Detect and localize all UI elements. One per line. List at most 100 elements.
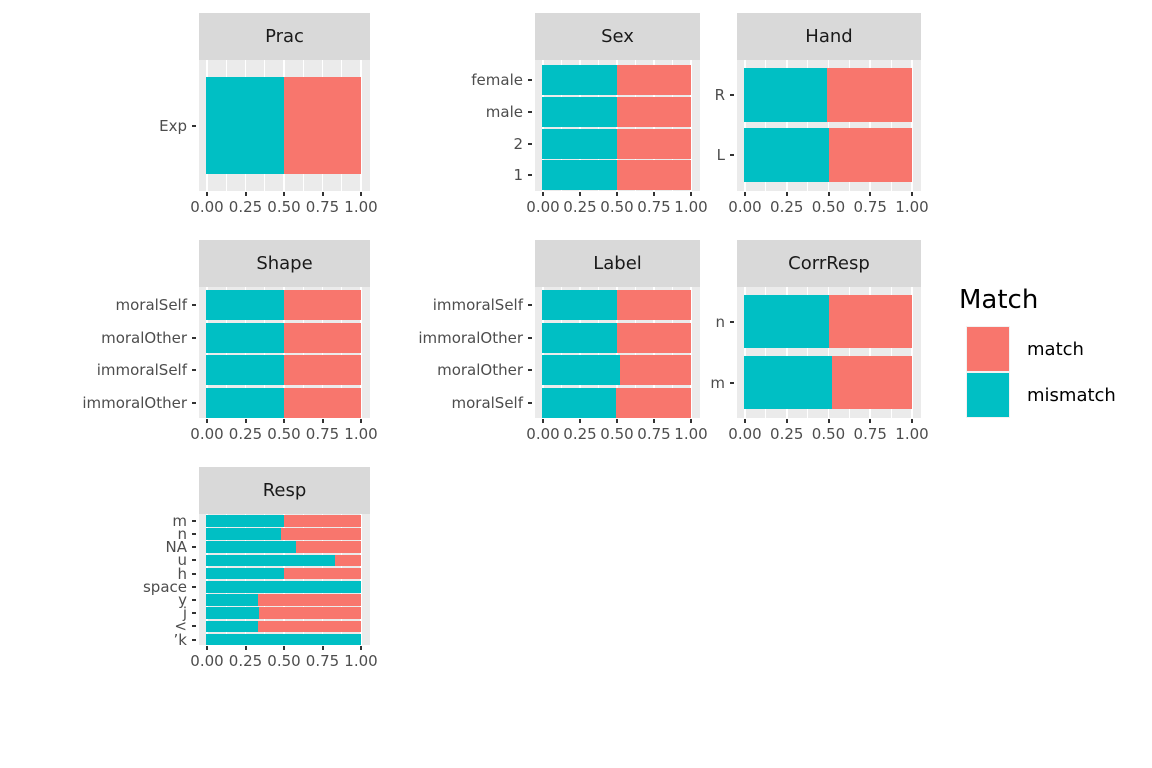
bar-segment-mismatch	[206, 322, 284, 353]
x-tick-mark	[616, 419, 618, 423]
x-tick-label: 0.25	[770, 198, 804, 216]
bar-segment-mismatch	[206, 77, 284, 174]
facet-panel	[737, 287, 921, 418]
x-tick-mark	[827, 419, 830, 423]
y-tick-label: h	[177, 564, 187, 583]
x-tick-mark	[869, 192, 872, 196]
x-tick-label: 0.00	[190, 198, 224, 216]
x-tick-label: 1.00	[674, 425, 708, 443]
minor-gridline	[765, 60, 767, 191]
y-tick-mark	[528, 174, 532, 177]
bar-segment-mismatch	[542, 387, 616, 418]
x-tick-mark	[690, 192, 692, 196]
y-tick-label: 1	[513, 166, 523, 185]
x-tick-mark	[283, 192, 285, 196]
major-gridline	[283, 287, 285, 418]
x-tick-mark	[321, 192, 324, 196]
bar-segment-mismatch	[206, 633, 361, 645]
y-tick-mark	[730, 381, 734, 384]
y-tick-mark	[192, 519, 196, 522]
bar-segment-mismatch	[206, 387, 284, 418]
major-gridline	[616, 287, 618, 418]
bar-segment-mismatch	[206, 567, 284, 580]
minor-gridline	[264, 287, 266, 418]
y-tick-mark	[730, 94, 734, 96]
major-gridline	[827, 60, 830, 191]
y-tick-label: ’k	[173, 630, 187, 649]
minor-gridline	[561, 287, 562, 418]
major-gridline	[360, 287, 362, 418]
bar-segment-match	[284, 387, 361, 418]
bar-segment-mismatch	[206, 607, 260, 619]
y-tick-label: n	[715, 312, 725, 331]
x-tick-label: 1.00	[674, 198, 708, 216]
x-tick-mark	[244, 419, 247, 423]
x-tick-label: 1.00	[344, 198, 378, 216]
major-gridline	[579, 287, 581, 418]
y-tick-mark	[192, 304, 196, 306]
x-tick-mark	[360, 419, 362, 423]
major-gridline	[321, 514, 324, 645]
y-tick-label: male	[485, 102, 523, 121]
bar-segment-mismatch	[206, 620, 258, 633]
x-tick-mark	[244, 646, 247, 650]
x-tick-mark	[869, 419, 872, 423]
x-tick-label: 0.75	[305, 652, 340, 670]
y-tick-label: Exp	[159, 116, 187, 135]
x-tick-mark	[360, 646, 362, 650]
bar-segment-match	[280, 528, 361, 540]
bar-segment-match	[257, 620, 361, 633]
major-gridline	[690, 287, 692, 418]
bar-segment-mismatch	[542, 322, 617, 353]
legend-swatch-match	[966, 326, 1010, 372]
x-tick-mark	[283, 419, 285, 423]
facet-strip: Shape	[199, 240, 370, 287]
y-tick-label: m	[172, 511, 187, 530]
minor-gridline	[302, 287, 304, 418]
bar-segment-match	[284, 322, 361, 353]
y-tick-label: immoralOther	[418, 328, 523, 347]
x-tick-label: 0.00	[190, 652, 224, 670]
major-gridline	[911, 287, 913, 418]
bar-segment-mismatch	[542, 65, 617, 95]
x-tick-mark	[244, 192, 247, 196]
x-tick-mark	[653, 192, 655, 196]
facet-strip: Sex	[535, 13, 700, 60]
minor-gridline	[848, 287, 850, 418]
y-tick-label: moralOther	[437, 361, 523, 379]
major-gridline	[827, 287, 830, 418]
minor-gridline	[848, 60, 850, 191]
bar-segment-mismatch	[542, 290, 617, 320]
x-tick-label: 1.00	[344, 652, 378, 670]
legend-key-mismatch: mismatch	[966, 372, 1116, 418]
x-tick-label: 0.00	[728, 425, 762, 443]
bar-segment-match	[334, 554, 361, 567]
bar-segment-mismatch	[206, 290, 284, 320]
x-tick-mark	[283, 646, 285, 650]
x-tick-label: 0.00	[728, 198, 762, 216]
bar-segment-match	[617, 322, 691, 353]
y-tick-mark	[192, 124, 196, 127]
y-tick-mark	[192, 572, 196, 575]
legend-keys: match mismatch	[966, 326, 1116, 418]
y-tick-label: <	[174, 617, 187, 636]
y-tick-mark	[192, 612, 196, 615]
y-tick-mark	[192, 599, 196, 601]
x-tick-label: 0.50	[811, 425, 846, 443]
y-tick-label: immoralSelf	[96, 361, 187, 379]
facet-panel	[199, 514, 370, 645]
y-tick-mark	[730, 154, 734, 156]
y-tick-mark	[528, 336, 532, 339]
y-tick-label: m	[710, 373, 725, 392]
bar-segment-mismatch	[206, 594, 258, 606]
x-tick-mark	[206, 646, 208, 650]
bar-segment-match	[619, 355, 691, 385]
facet-strip: CorrResp	[737, 240, 921, 287]
y-tick-label: space	[142, 577, 187, 596]
bar-segment-mismatch	[206, 355, 284, 385]
bar-segment-mismatch	[206, 581, 361, 593]
y-tick-mark	[192, 336, 196, 339]
bar-segment-mismatch	[542, 96, 617, 127]
major-gridline	[744, 287, 746, 418]
y-tick-mark	[730, 320, 734, 323]
